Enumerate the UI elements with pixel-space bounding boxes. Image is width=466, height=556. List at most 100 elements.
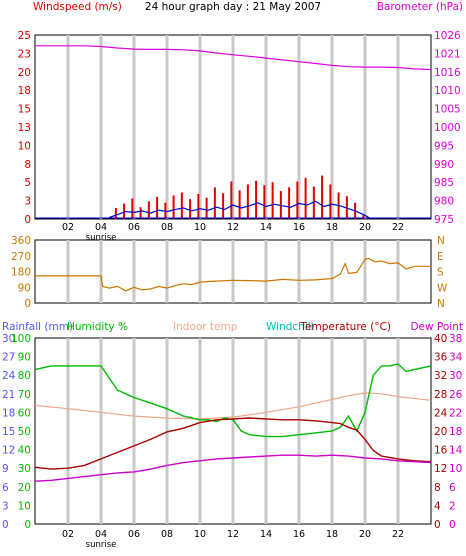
temperature-tick-label: 28 [434,389,447,401]
rainfall-axis-label: Rainfall (mm) [2,321,73,333]
dewpoint-tick-label: 2 [449,500,456,512]
humidity-line [34,363,432,438]
temp-panel-hour-label: 06 [128,529,140,540]
dewpoint-tick-label: 6 [449,482,456,494]
humidity-tick-label: 90 [18,352,31,364]
humidity-tick-label: 40 [18,445,31,457]
direction-tick-label: 270 [11,251,31,263]
wind-panel-hour-label: 02 [62,222,74,233]
rainfall-tick-label: 30 [2,333,15,345]
rainfall-tick-label: 3 [2,500,9,512]
rainfall-tick-label: 21 [2,389,15,401]
compass-tick-label: N [437,298,445,310]
legend-indoor-temp: Indoor temp [173,321,238,333]
rainfall-tick-label: 12 [2,445,15,457]
temperature-line [34,417,432,470]
temperature-tick-label: 8 [434,482,441,494]
rainfall-tick-label: 27 [2,352,15,364]
rainfall-tick-label: 0 [2,519,9,531]
temp-panel-hour-label: 12 [227,529,239,540]
humidity-tick-label: 50 [18,426,31,438]
windspeed-tick-label: 25 [18,30,31,42]
compass-tick-label: S [437,267,444,279]
direction-tick-label: 180 [11,267,31,279]
temperature-tick-label: 24 [434,407,448,419]
barometer-tick-label: 1016 [434,67,461,79]
temperature-tick-label: 0 [434,519,441,531]
temp-panel-hour-label: 22 [392,529,404,540]
temp-panel-hour-label: 10 [194,529,206,540]
humidity-tick-label: 80 [18,370,31,382]
barometer-tick-label: 1010 [434,85,461,97]
dew-point-line [34,454,432,482]
humidity-tick-label: 0 [24,519,31,531]
windspeed-tick-label: 10 [18,140,31,152]
humidity-tick-label: 10 [18,500,31,512]
compass-tick-label: E [437,251,444,263]
direction-tick-label: 360 [11,235,31,247]
windspeed-tick-label: 8 [24,159,31,171]
temp-panel-hour-label: 02 [62,529,74,540]
dewpoint-tick-label: 14 [449,445,463,457]
temp-panel-hour-label: 16 [293,529,305,540]
windspeed-tick-label: 15 [18,104,31,116]
legend-windchill: Windchill [266,321,314,333]
dewpoint-tick-label: 0 [449,519,456,531]
temp-panel-hour-label: 20 [359,529,371,540]
wind-panel-hour-label: 08 [161,222,173,233]
direction-tick-label: 90 [18,282,31,294]
wind-panel-hour-label: 12 [227,222,239,233]
wind-direction-line [35,257,431,292]
windspeed-axis-label: Windspeed (m/s) [33,1,122,13]
rainfall-tick-label: 18 [2,407,15,419]
dewpoint-tick-label: 22 [449,407,462,419]
windspeed-tick-label: 23 [18,48,31,60]
wind-panel-hour-label: 14 [260,222,272,233]
dewpoint-tick-label: 30 [449,370,462,382]
wind-panel-hour-label: 20 [359,222,371,233]
dewpoint-tick-label: 26 [449,389,463,401]
temperature-tick-label: 4 [434,500,441,512]
compass-tick-label: N [437,235,445,247]
humidity-tick-label: 100 [11,333,31,345]
humidity-tick-label: 30 [18,463,31,475]
wind-panel-hour-label: 16 [293,222,305,233]
rainfall-tick-label: 6 [2,482,9,494]
temp-panel-sunrise-label: sunrise [86,540,117,550]
windspeed-tick-label: 3 [24,196,31,208]
barometer-tick-label: 995 [434,140,454,152]
barometer-tick-label: 1000 [434,122,461,134]
humidity-tick-label: 60 [18,407,31,419]
humidity-tick-label: 20 [18,482,31,494]
windspeed-tick-label: 20 [18,67,31,79]
legend-temperature: Temperature (°C) [299,321,391,333]
temp-panel-hour-label: 08 [161,529,173,540]
temp-panel-hour-label: 18 [326,529,338,540]
temperature-tick-label: 32 [434,370,447,382]
dewpoint-tick-label: 18 [449,426,462,438]
barometer-tick-label: 1026 [434,30,461,42]
rainfall-tick-label: 24 [2,370,16,382]
rainfall-tick-label: 15 [2,426,15,438]
wind-panel-hour-label: 10 [194,222,206,233]
windspeed-tick-label: 13 [18,122,31,134]
barometer-tick-label: 985 [434,177,454,189]
barometer-axis-label: Barometer (hPa) [377,1,463,13]
dewpoint-tick-label: 38 [449,333,462,345]
temperature-tick-label: 20 [434,426,447,438]
wind-panel-hour-label: 22 [392,222,404,233]
dewpoint-tick-label: 34 [449,352,463,364]
dewpoint-tick-label: 10 [449,463,462,475]
barometer-tick-label: 1005 [434,104,461,116]
temperature-tick-label: 16 [434,445,448,457]
wind-panel-sunrise-label: sunrise [86,233,117,243]
wind-panel-hour-label: 18 [326,222,338,233]
direction-tick-label: 0 [24,298,31,310]
wind-average-line [109,200,371,219]
windspeed-tick-label: 18 [18,85,31,97]
windspeed-tick-label: 5 [24,177,31,189]
windspeed-tick-label: 0 [24,214,31,226]
humidity-axis-label: Humidity % [67,321,128,333]
temperature-tick-label: 36 [434,352,448,364]
